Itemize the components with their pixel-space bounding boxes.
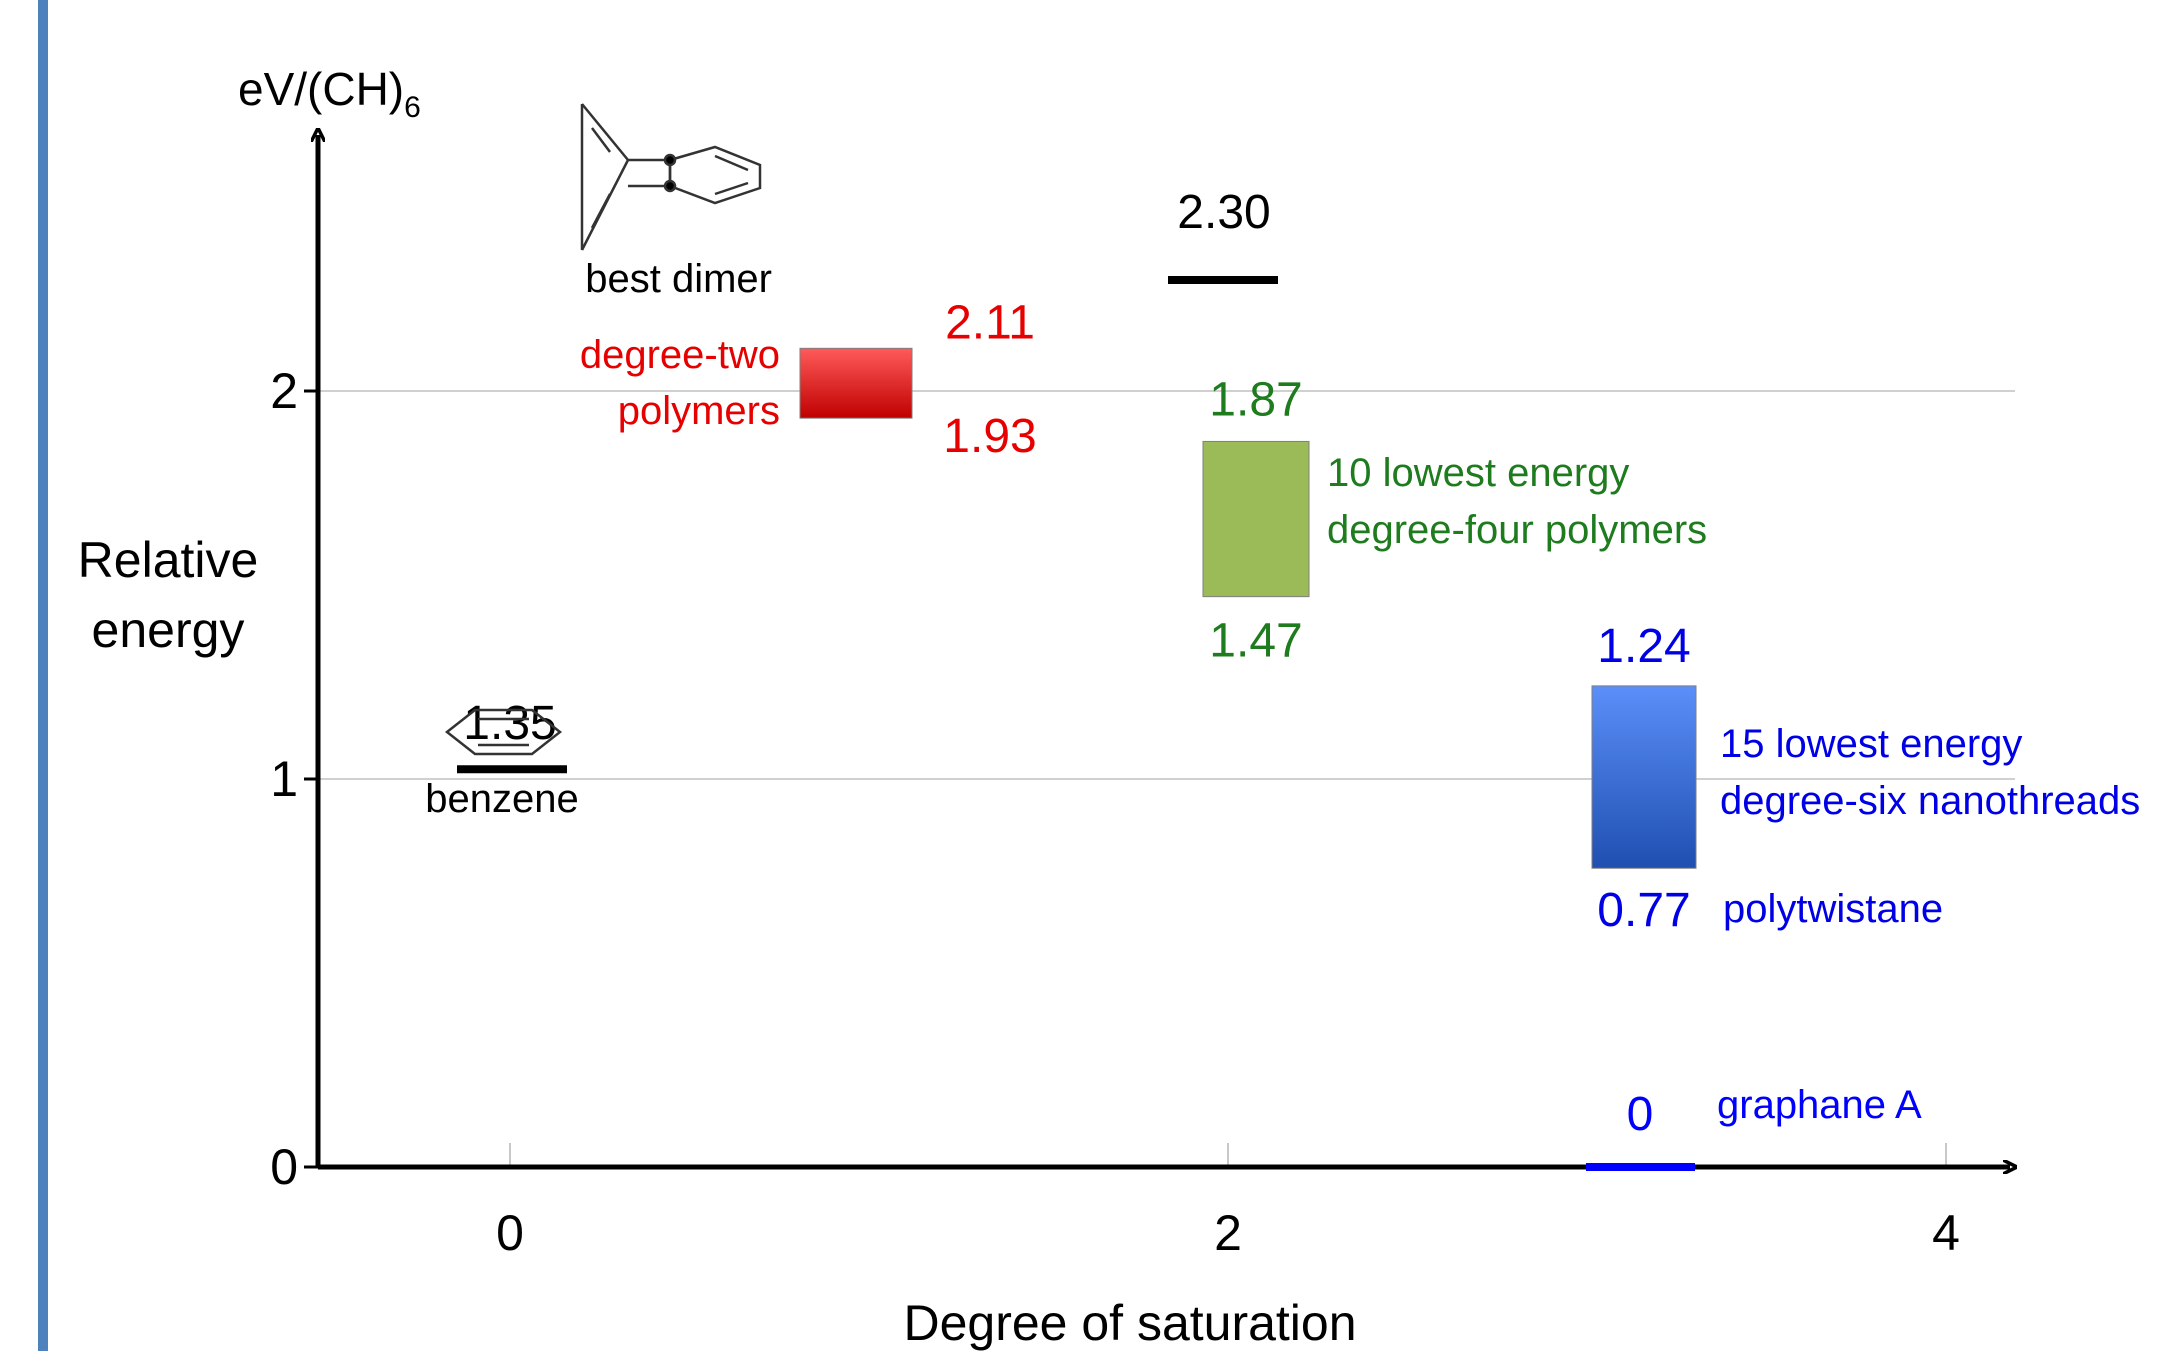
range-low-label-degree-two: 1.93	[943, 410, 1036, 463]
benzene-structure-icon	[444, 708, 563, 756]
x-tick-labels: 0246	[496, 1205, 1960, 1261]
range-name-line1-degree-four: 10 lowest energy	[1327, 451, 1629, 495]
range-bar-degree-two	[799, 347, 913, 419]
level-value-graphane: 0	[1627, 1088, 1654, 1141]
gridlines	[318, 390, 2015, 780]
y-tick-labels: 0 1 2	[270, 363, 298, 1195]
y-axis-title-line1: Relative	[78, 532, 259, 588]
tick-marks	[304, 389, 1947, 1169]
y-axis-unit-subscript: 6	[404, 91, 421, 124]
y-tick-label-2: 2	[270, 363, 298, 419]
y-axis-unit-main: eV/(CH)	[238, 63, 404, 115]
range-name-line1-degree-two: degree-two	[580, 333, 780, 377]
x-tick-label-0: 0	[496, 1205, 524, 1261]
x-tick-label-4: 4	[1932, 1205, 1960, 1261]
range-name-line1-degree-six: 15 lowest energy	[1720, 722, 2022, 766]
y-axis-unit-label: eV/(CH)6	[238, 63, 421, 124]
range-name-line2-degree-six: degree-six nanothreads	[1720, 779, 2140, 823]
range-bar-degree-four	[1202, 440, 1310, 598]
range-name-line2-degree-two: polymers	[618, 389, 780, 433]
level-name-benzene: benzene	[425, 777, 578, 821]
level-name-graphane: graphane A	[1717, 1083, 1922, 1127]
range-high-label-degree-two: 2.11	[945, 296, 1035, 349]
best-dimer-structure-icon	[580, 103, 762, 251]
level-value-best-dimer: 2.30	[1177, 186, 1270, 239]
level-name-best-dimer: best dimer	[585, 257, 772, 301]
range-low-label-degree-six: 0.77	[1597, 884, 1690, 937]
range-low-label-degree-four: 1.47	[1209, 615, 1302, 668]
range-extra-label-degree-six: polytwistane	[1723, 887, 1943, 931]
range-high-label-degree-six: 1.24	[1597, 620, 1690, 673]
range-name-line2-degree-four: degree-four polymers	[1327, 508, 1707, 552]
range-high-label-degree-four: 1.87	[1209, 373, 1302, 426]
level-value-benzene: 1.35	[463, 697, 556, 750]
x-axis-title: Degree of saturation	[903, 1295, 1356, 1351]
x-tick-label-2: 2	[1214, 1205, 1242, 1261]
energy-marks: 1.35 benzene 2.30 best dimer 0 graphane A 2.11…	[425, 186, 2140, 1171]
y-tick-label-1: 1	[270, 751, 298, 807]
y-axis-title-line2: energy	[92, 602, 245, 658]
y-tick-label-0: 0	[270, 1139, 298, 1195]
range-bar-degree-six	[1591, 685, 1697, 869]
slide-accent-bar	[38, 0, 48, 1351]
